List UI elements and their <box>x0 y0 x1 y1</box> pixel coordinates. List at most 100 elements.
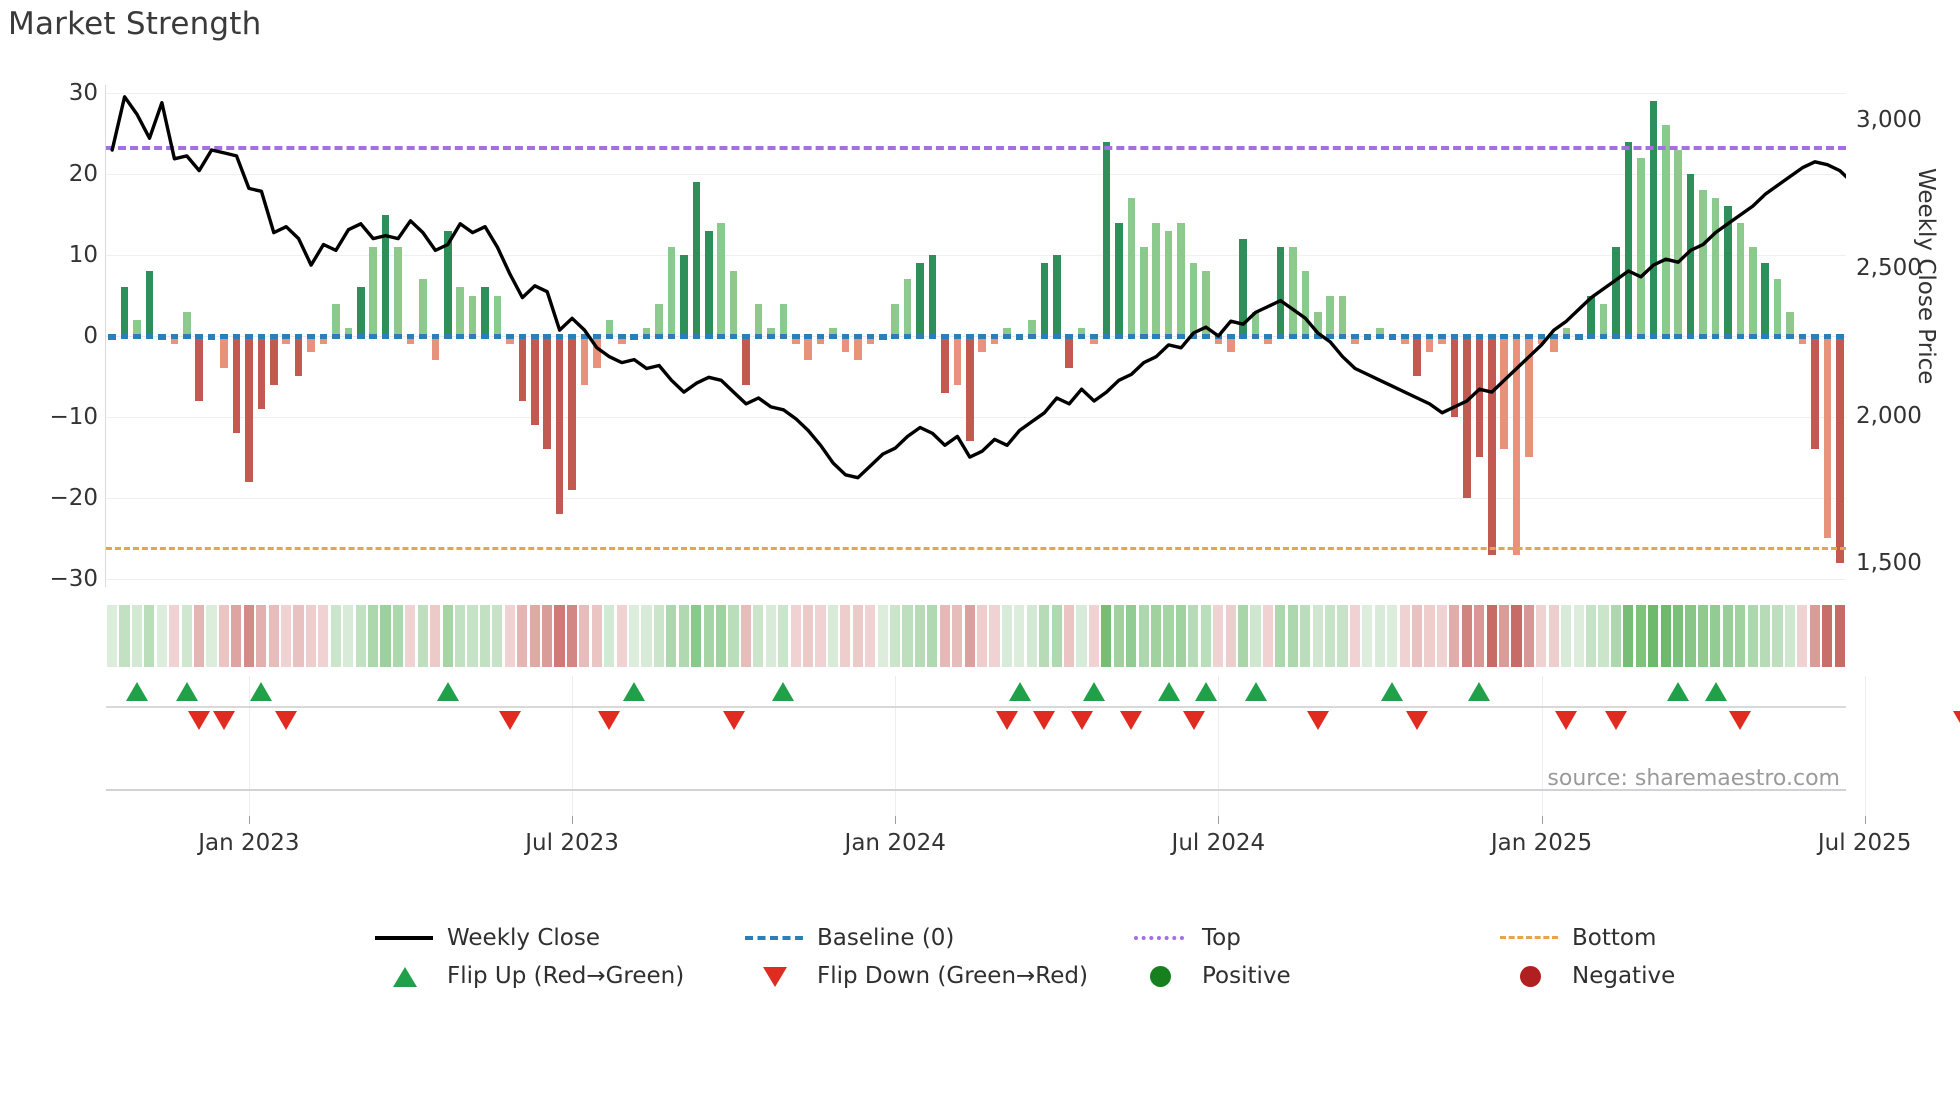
baseline-stub <box>729 334 738 339</box>
strength-bar <box>1748 246 1757 336</box>
legend-item-flip-up-red-green[interactable]: Flip Up (Red→Green) <box>375 963 684 989</box>
heatmap-cell <box>1474 605 1485 667</box>
baseline-stub <box>468 334 477 339</box>
heatmap-cell <box>1225 605 1236 667</box>
strength-bar <box>456 287 465 336</box>
baseline-stub <box>605 334 614 339</box>
heatmap-cell <box>840 605 851 667</box>
strength-bar <box>779 303 788 336</box>
x-tick-mark <box>1864 816 1866 824</box>
baseline-stub <box>1562 334 1571 339</box>
strength-bar <box>1835 336 1844 563</box>
legend-swatch <box>1500 927 1558 949</box>
heatmap-cell <box>268 605 279 667</box>
heatmap-cell <box>1759 605 1771 667</box>
strength-bar <box>1264 336 1272 345</box>
baseline-stub <box>1475 334 1484 339</box>
baseline-stub <box>369 334 378 339</box>
reference-line-top <box>106 145 1846 150</box>
baseline-stub <box>1425 334 1434 339</box>
baseline-stub <box>1326 334 1335 339</box>
strength-bar <box>468 295 477 336</box>
heatmap-cell <box>902 605 913 667</box>
y-tick-left--20: −20 <box>49 484 98 511</box>
heatmap-cell <box>1300 605 1311 667</box>
baseline-stub <box>1574 334 1583 339</box>
strength-bar <box>1525 336 1533 458</box>
weekly-close-line <box>110 95 1846 480</box>
legend-item-positive[interactable]: Positive <box>1130 963 1291 989</box>
legend-item-flip-down-green-red[interactable]: Flip Down (Green→Red) <box>745 963 1088 989</box>
baseline-stub <box>642 334 651 339</box>
heatmap-cell <box>1175 605 1187 667</box>
x-gridline <box>895 676 897 816</box>
heatmap-cell <box>305 605 317 667</box>
heatmap-cell <box>1660 605 1671 667</box>
heatmap-cell <box>1063 605 1075 667</box>
baseline-stub <box>1115 334 1123 339</box>
flip-up-marker <box>1194 682 1217 701</box>
heatmap-cell <box>181 605 192 667</box>
heatmap-cell <box>1387 605 1398 667</box>
gridline-y-0 <box>106 336 1846 337</box>
heatmap-cell <box>169 605 180 667</box>
strength-bar <box>854 336 862 361</box>
strength-bar <box>344 327 353 336</box>
baseline-stub <box>1450 334 1459 339</box>
baseline-stub <box>692 334 701 339</box>
baseline-stub <box>381 334 390 339</box>
strength-bar <box>667 246 676 336</box>
heatmap-cell <box>1051 605 1062 667</box>
strength-bar <box>1761 263 1770 336</box>
baseline-stub <box>1463 334 1471 339</box>
baseline-stub <box>1313 334 1322 339</box>
baseline-stub <box>1351 334 1359 339</box>
baseline-stub <box>704 334 713 339</box>
flip-down-marker <box>1406 711 1429 730</box>
baseline-stub <box>1264 334 1272 339</box>
strength-bar <box>1028 319 1036 336</box>
flip-down-marker <box>1182 711 1205 730</box>
legend-item-top[interactable]: Top <box>1130 925 1241 951</box>
baseline-stub <box>406 334 415 339</box>
heatmap-cell <box>964 605 975 667</box>
flip-up-marker <box>436 682 459 701</box>
baseline-stub <box>1736 334 1745 339</box>
baseline-stub <box>158 334 166 339</box>
heatmap-cell <box>778 605 789 667</box>
heatmap-cell <box>1088 605 1100 667</box>
flip-up-marker <box>1468 682 1491 701</box>
legend-item-bottom[interactable]: Bottom <box>1500 925 1656 951</box>
heatmap-cell <box>1312 605 1323 667</box>
strength-bar <box>1090 336 1098 345</box>
flip-up-marker <box>772 682 795 701</box>
heatmap-cell <box>380 605 391 667</box>
strength-bar <box>543 336 552 450</box>
heatmap-cell <box>1747 605 1758 667</box>
heatmap-cell <box>653 605 665 667</box>
legend-item-baseline-0[interactable]: Baseline (0) <box>745 925 954 951</box>
heatmap-cell <box>939 605 950 667</box>
strength-bar <box>506 336 514 345</box>
baseline-stub <box>1015 334 1024 339</box>
strength-bar <box>182 311 191 336</box>
baseline-stub <box>617 334 626 339</box>
heatmap-cell <box>1523 605 1535 667</box>
x-gridline <box>572 676 574 816</box>
baseline-stub <box>344 334 353 339</box>
heatmap-cell <box>293 605 304 667</box>
lower-axis-rule <box>106 789 1846 791</box>
heatmap-cell <box>330 605 341 667</box>
legend-item-weekly-close[interactable]: Weekly Close <box>375 925 600 951</box>
baseline-stub <box>816 334 825 339</box>
strength-bar <box>195 336 204 401</box>
baseline-stub <box>717 334 726 339</box>
flip-down-marker <box>213 711 236 730</box>
legend-item-negative[interactable]: Negative <box>1500 963 1675 989</box>
heatmap-cell <box>454 605 466 667</box>
baseline-stub <box>307 334 315 339</box>
baseline-stub <box>916 334 924 339</box>
y-tick-left--30: −30 <box>49 565 98 592</box>
gridline-y--20 <box>106 497 1846 499</box>
strength-bar <box>655 303 663 336</box>
